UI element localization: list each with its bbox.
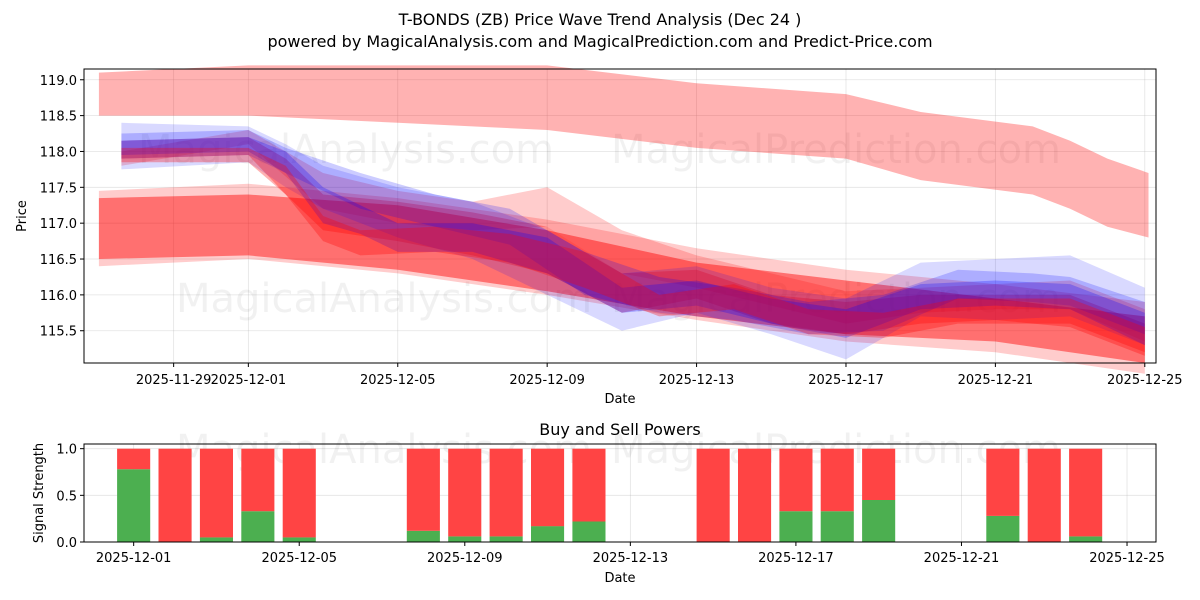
- price-band-upper-band: [98, 65, 1149, 238]
- price-band-main-band: [98, 194, 1145, 363]
- price-wave-plot: MagicalAnalysis.com MagicalPrediction.co…: [40, 65, 1183, 388]
- buy-bar: [986, 515, 1020, 542]
- sell-bar: [1027, 448, 1061, 542]
- main-x-ticks: 2025-11-29 2025-12-01 2025-12-05 2025-12-09…: [136, 363, 1183, 388]
- sell-bar: [820, 448, 854, 512]
- main-chart-title: T-BONDS (ZB) Price Wave Trend Analysis (…: [398, 10, 802, 29]
- watermark-text: MagicalPrediction.com: [611, 127, 1061, 173]
- main-y-axis-label: Price: [15, 200, 30, 232]
- watermark-text: MagicalPrediction.com: [611, 276, 1061, 322]
- buy-bar: [406, 530, 440, 542]
- main-y-tick-label: 118.5: [40, 110, 77, 125]
- main-y-tick-label: 117.5: [40, 181, 77, 196]
- sell-bar: [738, 448, 772, 542]
- buy-bar: [241, 511, 275, 542]
- main-x-tick-label: 2025-12-05: [360, 373, 436, 388]
- main-x-tick-label: 2025-11-29: [136, 373, 212, 388]
- buy-bar: [282, 537, 316, 542]
- buy-bar: [531, 526, 565, 542]
- price-bands: [98, 65, 1149, 374]
- sub-y-axis-label: Signal Strength: [32, 443, 47, 543]
- watermark-text: MagicalAnalysis.com: [138, 127, 554, 173]
- buy-bar: [572, 521, 606, 542]
- main-grid: [84, 69, 1156, 363]
- buy-bar: [489, 536, 523, 542]
- sell-bar: [986, 448, 1020, 516]
- sub-x-tick-label: 2025-12-09: [427, 551, 503, 566]
- buy-bar: [117, 469, 151, 542]
- sell-bar: [117, 448, 151, 470]
- main-plot-frame: [83, 68, 1157, 364]
- sub-y-tick-label: 0.5: [56, 489, 77, 504]
- price-band-wave-1: [121, 137, 1145, 356]
- main-x-tick-label: 2025-12-01: [211, 373, 287, 388]
- main-watermarks: MagicalAnalysis.com MagicalPrediction.co…: [138, 127, 1061, 322]
- main-x-tick-label: 2025-12-25: [1107, 373, 1183, 388]
- main-y-tick-label: 119.0: [40, 74, 77, 89]
- price-band-wave-3: [121, 122, 1145, 360]
- main-y-tick-label: 117.0: [40, 217, 77, 232]
- sub-y-ticks: 0.0 0.5 1.0: [56, 443, 84, 551]
- sell-bar: [572, 448, 606, 522]
- sub-x-tick-label: 2025-12-01: [96, 551, 172, 566]
- price-band-wave-2: [121, 130, 1145, 342]
- buy-bar: [448, 536, 482, 542]
- sub-x-tick-label: 2025-12-13: [593, 551, 669, 566]
- sell-bar: [489, 448, 523, 537]
- main-x-tick-label: 2025-12-09: [509, 373, 585, 388]
- main-y-tick-label: 116.0: [40, 289, 77, 304]
- sell-bar: [862, 448, 896, 500]
- main-y-tick-label: 116.5: [40, 253, 77, 268]
- main-x-tick-label: 2025-12-21: [958, 373, 1034, 388]
- buy-bar: [199, 537, 233, 542]
- main-y-tick-label: 115.5: [40, 325, 77, 340]
- buy-bar: [779, 511, 813, 542]
- main-x-tick-label: 2025-12-13: [659, 373, 735, 388]
- price-band-wave-5: [121, 137, 1145, 346]
- main-x-axis-label: Date: [604, 392, 635, 407]
- sub-chart-title: Buy and Sell Powers: [539, 420, 701, 439]
- sell-bar: [199, 448, 233, 538]
- watermark-text: MagicalAnalysis.com: [176, 276, 592, 322]
- buy-bar: [1069, 536, 1103, 542]
- sell-bar: [282, 448, 316, 538]
- sub-y-tick-label: 1.0: [56, 443, 77, 458]
- sell-bar: [158, 448, 192, 542]
- buy-bar: [820, 511, 854, 542]
- main-x-tick-label: 2025-12-17: [808, 373, 884, 388]
- buy-sell-bars: [117, 448, 1103, 542]
- main-y-ticks: 115.5 116.0 116.5 117.0 117.5 118.0 118.5 119.0: [40, 74, 84, 340]
- sub-x-tick-label: 2025-12-17: [758, 551, 834, 566]
- main-y-tick-label: 118.0: [40, 145, 77, 160]
- sell-bar: [1069, 448, 1103, 537]
- sell-bar: [241, 448, 275, 512]
- sell-bar: [696, 448, 730, 542]
- sub-x-ticks: 2025-12-01 2025-12-05 2025-12-09 2025-12-13…: [96, 542, 1165, 566]
- sub-x-tick-label: 2025-12-21: [924, 551, 1000, 566]
- buy-bar: [862, 500, 896, 542]
- sub-x-axis-label: Date: [604, 571, 635, 586]
- sub-x-tick-label: 2025-12-25: [1089, 551, 1165, 566]
- main-chart-subtitle: powered by MagicalAnalysis.com and Magic…: [267, 32, 932, 51]
- sell-bar: [406, 448, 440, 531]
- sell-bar: [779, 448, 813, 512]
- sub-y-tick-label: 0.0: [56, 536, 77, 551]
- price-band-wide-band: [98, 183, 1145, 374]
- sub-x-tick-label: 2025-12-05: [261, 551, 337, 566]
- buy-sell-plot: MagicalAnalysis.com MagicalPrediction.co…: [56, 427, 1164, 566]
- price-band-wave-4: [121, 130, 1145, 335]
- sell-bar: [531, 448, 565, 527]
- sub-plot-frame: [83, 443, 1157, 543]
- watermark-text: MagicalAnalysis.com: [176, 427, 592, 473]
- sell-bar: [448, 448, 482, 537]
